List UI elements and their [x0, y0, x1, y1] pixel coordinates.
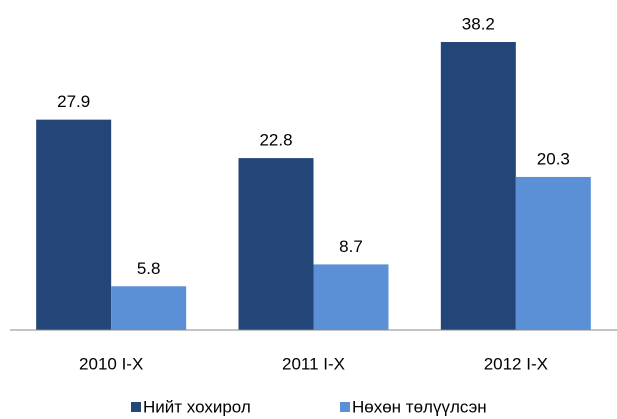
bar: [238, 158, 314, 330]
value-label: 8.7: [339, 237, 363, 256]
legend-label: Нөхөн төлүүлсэн: [352, 397, 487, 416]
bar: [440, 42, 516, 330]
bar: [313, 264, 389, 330]
x-tick-label: 2010 I-X: [79, 354, 143, 373]
legend-swatch: [340, 402, 350, 412]
legend-swatch: [131, 402, 141, 412]
value-label: 27.9: [57, 92, 90, 111]
value-label: 22.8: [259, 131, 292, 150]
legend-label: Нийт хохирол: [143, 397, 251, 416]
value-label: 38.2: [462, 14, 495, 33]
value-label: 20.3: [537, 149, 570, 168]
bar: [515, 176, 591, 330]
value-label: 5.8: [137, 259, 161, 278]
x-tick-label: 2011 I-X: [282, 354, 345, 373]
bar: [111, 286, 187, 330]
bar: [36, 119, 112, 330]
x-tick-label: 2012 I-X: [484, 354, 548, 373]
